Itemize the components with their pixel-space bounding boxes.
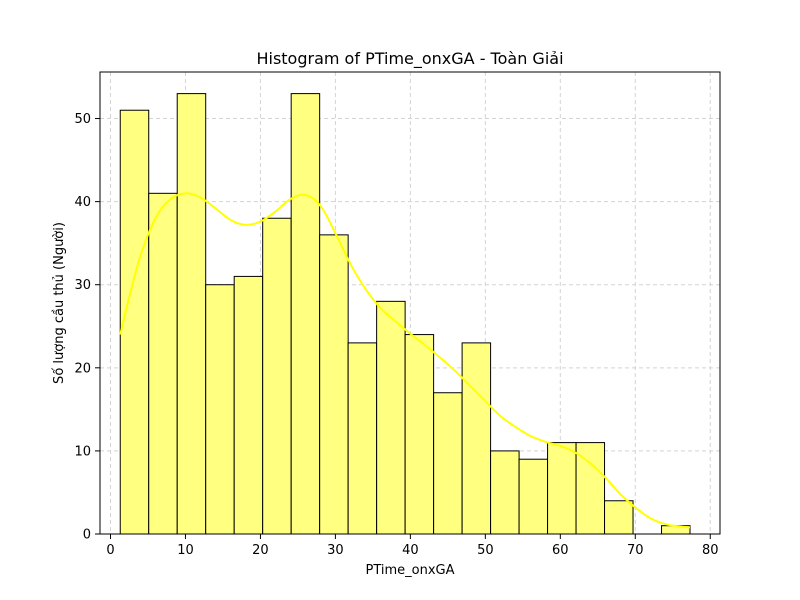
histogram-bars <box>119 93 691 535</box>
histogram-bar <box>347 342 378 535</box>
y-tick-label: 0 <box>83 528 91 543</box>
x-tick-label: 60 <box>552 543 569 558</box>
x-axis-label: PTime_onxGA <box>365 563 454 578</box>
histogram-bar <box>119 109 150 535</box>
histogram-bar <box>518 458 549 535</box>
histogram-bar <box>233 275 264 535</box>
x-tick-label: 40 <box>402 543 419 558</box>
x-tick-label: 50 <box>477 543 494 558</box>
histogram-bar <box>290 93 321 535</box>
y-tick-label: 40 <box>74 195 91 210</box>
x-tick-label: 10 <box>177 543 194 558</box>
y-axis-ticks: 0 10 20 30 40 50 <box>74 112 100 543</box>
histogram-bar <box>376 300 406 535</box>
x-tick-label: 70 <box>627 543 644 558</box>
x-tick-label: 20 <box>252 543 269 558</box>
y-tick-label: 20 <box>74 361 91 376</box>
x-tick-label: 30 <box>327 543 344 558</box>
histogram-bar <box>461 342 492 535</box>
x-axis-ticks: 0 10 20 30 40 50 60 70 80 <box>106 534 719 558</box>
histogram-bar <box>148 192 178 535</box>
chart-title: Histogram of PTime_onxGA - Toàn Giải <box>256 49 563 69</box>
kde-curve <box>119 192 691 529</box>
histogram-bar <box>319 234 349 535</box>
histogram-bar <box>176 93 207 535</box>
histogram-bar <box>433 392 463 535</box>
histogram-bar <box>262 217 292 535</box>
y-tick-label: 50 <box>74 112 91 127</box>
histogram-bar <box>604 500 634 535</box>
x-tick-label: 0 <box>106 543 114 558</box>
kde-curve-layer <box>119 192 691 529</box>
histogram-bar <box>547 442 577 535</box>
histogram-bar <box>490 450 520 535</box>
histogram-bar <box>205 284 235 535</box>
y-axis-label: Số lượng cầu thủ (Người) <box>52 222 67 384</box>
histogram-bar <box>404 334 435 535</box>
x-tick-label: 80 <box>702 543 719 558</box>
y-tick-label: 30 <box>74 278 91 293</box>
y-tick-label: 10 <box>74 444 91 459</box>
